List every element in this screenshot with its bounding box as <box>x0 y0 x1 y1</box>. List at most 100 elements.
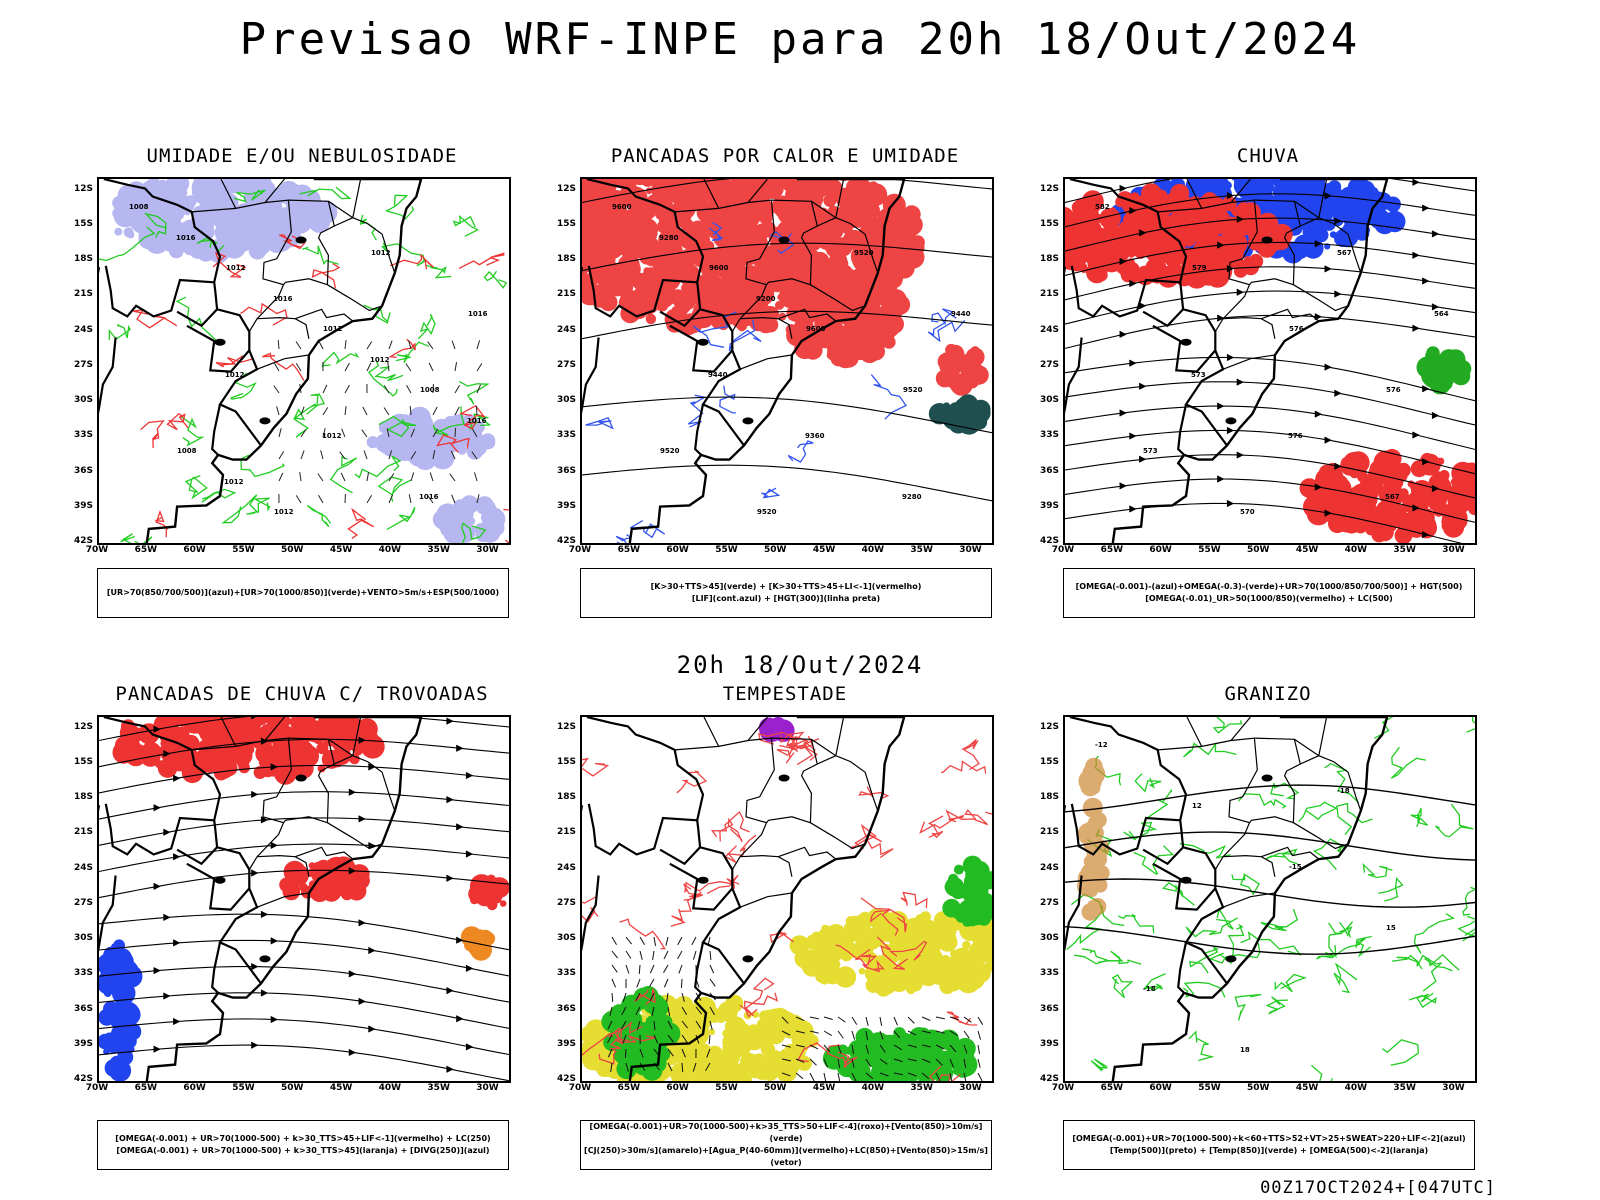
state-border <box>220 717 237 747</box>
streamline-arrow <box>1431 303 1440 311</box>
contour-line <box>1362 862 1393 879</box>
weather-patch <box>743 232 756 245</box>
weather-patch <box>752 1011 759 1018</box>
lat-tick-label: 15S <box>1039 218 1059 229</box>
country-border <box>211 942 222 994</box>
state-border <box>703 179 720 209</box>
streamline-arrow <box>446 717 454 725</box>
contour-line <box>1098 950 1142 965</box>
lifted-index-contours <box>585 221 966 543</box>
streamline-arrow <box>358 919 366 927</box>
contour-line <box>1134 773 1162 793</box>
country-border <box>587 265 698 318</box>
contour-line <box>1274 973 1307 993</box>
streamline-arrow <box>1129 207 1137 215</box>
weather-patch <box>1080 248 1090 258</box>
lat-tick-label: 39S <box>556 1038 576 1049</box>
weather-patch <box>715 291 733 309</box>
contour-label: 9520 <box>854 249 874 257</box>
wind-vector <box>963 1030 970 1039</box>
humidity-high-level <box>366 406 496 471</box>
wind-vector <box>432 429 439 438</box>
streamline-arrow <box>260 910 269 918</box>
contour-label: 9600 <box>709 264 729 272</box>
contour-line <box>1065 784 1475 813</box>
weather-patch <box>1085 757 1103 776</box>
wind-vector <box>879 1016 883 1026</box>
wind-vector <box>781 1058 791 1062</box>
weather-patch <box>1118 229 1137 247</box>
legend-line: [OMEGA(-0.001)+UR>70(1000-500)+k<60+TTS>… <box>1072 1134 1466 1143</box>
weather-patch <box>860 926 872 938</box>
weather-patch <box>645 313 657 325</box>
country-border <box>99 337 117 414</box>
streamline <box>99 869 509 899</box>
wind-vector <box>681 1020 688 1029</box>
streamline <box>582 179 992 204</box>
country-border <box>176 308 218 328</box>
contour-line <box>321 351 360 367</box>
weather-patch <box>798 207 806 216</box>
weather-patch <box>1086 261 1108 284</box>
weather-patch <box>454 521 476 543</box>
weather-patch <box>726 180 741 194</box>
contour-line <box>279 234 306 250</box>
lon-tick-label: 30W <box>1442 545 1465 555</box>
wind-vector <box>383 407 390 416</box>
wind-vector <box>609 1006 613 1016</box>
streamline <box>99 1018 509 1056</box>
streamline-arrow <box>1431 484 1440 492</box>
state-border <box>674 737 775 870</box>
contour-line <box>585 416 614 430</box>
lat-tick-label: 30S <box>1039 395 1059 406</box>
lat-tick-label: 24S <box>1039 862 1059 873</box>
weather-patch <box>883 927 891 936</box>
contour-line <box>166 412 189 431</box>
legend-line: [K>30+TTS>45](verde) + [K>30+TTS>45+LI<-… <box>650 582 922 591</box>
state-border <box>1157 737 1258 870</box>
lat-tick-label: 15S <box>73 218 93 229</box>
map-trovoadas <box>97 715 511 1083</box>
contour-line <box>293 403 316 438</box>
contour-line <box>1466 717 1475 733</box>
lat-tick-label: 18S <box>556 792 576 803</box>
wind-vector <box>680 978 683 989</box>
weather-patch <box>1464 477 1474 488</box>
wind-vector <box>809 1072 815 1081</box>
contour-line <box>1462 886 1475 916</box>
country-border <box>1065 337 1083 414</box>
weather-patch <box>1267 179 1274 186</box>
wind-vector <box>681 1006 688 1015</box>
state-border <box>283 737 335 824</box>
lat-tick-label: 12S <box>73 721 93 732</box>
weather-patch <box>483 894 496 907</box>
streamline-arrow <box>250 1041 259 1049</box>
weather-patch <box>769 1016 788 1035</box>
contour-label: -15 <box>1289 863 1302 871</box>
contour-line <box>240 454 286 478</box>
weather-patch <box>742 1024 750 1031</box>
wind-vector <box>454 385 461 394</box>
wind-vector <box>611 964 618 973</box>
country-border <box>99 875 117 952</box>
contour-line <box>1378 876 1404 902</box>
streamline-arrow <box>1129 505 1137 513</box>
streamline-arrow <box>1421 385 1430 393</box>
weather-patch <box>830 255 849 273</box>
streamline-arrow <box>358 815 366 823</box>
state-border <box>1293 284 1349 312</box>
streamline <box>582 310 992 340</box>
streamline-arrow <box>1236 378 1244 386</box>
state-border <box>740 854 793 877</box>
weather-patch <box>312 198 323 210</box>
contour-line <box>230 372 257 400</box>
weather-patch <box>343 717 364 737</box>
weather-patch <box>732 1027 752 1047</box>
streamline-arrow <box>1236 215 1244 223</box>
wind-vector <box>921 1058 931 1063</box>
contour-line <box>1074 948 1110 965</box>
weather-patch <box>690 225 701 236</box>
contour-label: 12 <box>1192 802 1202 810</box>
streamline-arrow <box>1412 324 1420 332</box>
streamline-arrow <box>368 946 376 954</box>
